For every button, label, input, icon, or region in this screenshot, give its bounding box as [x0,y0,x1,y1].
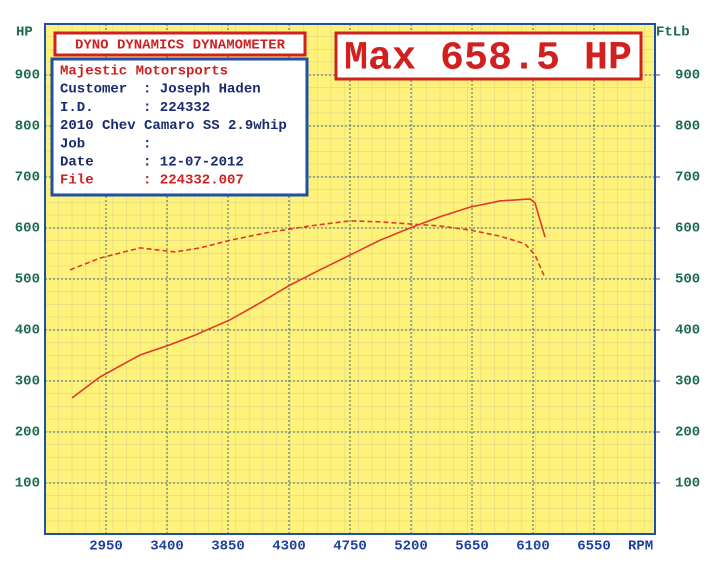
info-value: : 224332.007 [143,173,244,189]
info-label: Job [60,136,85,152]
x-tick-label: 3400 [150,539,184,555]
y-tick-label: 800 [15,119,40,135]
info-label: File [60,173,94,189]
info-label: 2010 Chev Camaro SS 2.9whip [60,118,287,134]
max-box [334,31,643,81]
y2-tick-label: 900 [675,68,700,84]
info-value: : 12-07-2012 [143,155,244,171]
x-tick-label: 4750 [333,539,367,555]
info-value: : [143,136,151,152]
y2-tick-label: 700 [675,170,700,186]
x-tick-label: 2950 [89,539,123,555]
y2-tick-label: 800 [675,119,700,135]
series-line [71,198,546,399]
y2-tick-label: 500 [675,272,700,288]
y-axis-label: HP [16,25,33,41]
y-tick-label: 400 [15,323,40,339]
series-line [69,220,546,279]
max-annotation: Max 658.5 HP [344,37,632,82]
info-label: I.D. [60,100,94,116]
title-box [53,31,307,57]
y-tick-label: 600 [15,221,40,237]
x-tick-label: 3850 [211,539,245,555]
y-tick-label: 100 [15,476,40,492]
y-tick-label: 900 [15,68,40,84]
info-box [50,57,309,197]
x-tick-label: 6100 [516,539,550,555]
x-axis-label: RPM [628,539,653,555]
y2-tick-label: 300 [675,374,700,390]
x-tick-label: 6550 [577,539,611,555]
y2-tick-label: 600 [675,221,700,237]
x-tick-label: 4300 [272,539,306,555]
y2-tick-label: 200 [675,425,700,441]
x-tick-label: 5200 [394,539,428,555]
y2-tick-label: 100 [675,476,700,492]
y2-axis-label: FtLb [656,25,690,41]
y-tick-label: 300 [15,374,40,390]
info-value: : 224332 [143,100,210,116]
y-tick-label: 200 [15,425,40,441]
info-label: Customer [60,82,127,98]
y-tick-label: 700 [15,170,40,186]
info-label: Date [60,155,94,171]
info-company: Majestic Motorsports [60,64,228,80]
x-tick-label: 5650 [455,539,489,555]
info-value: : Joseph Haden [143,82,261,98]
y-tick-label: 500 [15,272,40,288]
y2-tick-label: 400 [675,323,700,339]
chart-title: DYNO DYNAMICS DYNAMOMETER [75,38,286,54]
